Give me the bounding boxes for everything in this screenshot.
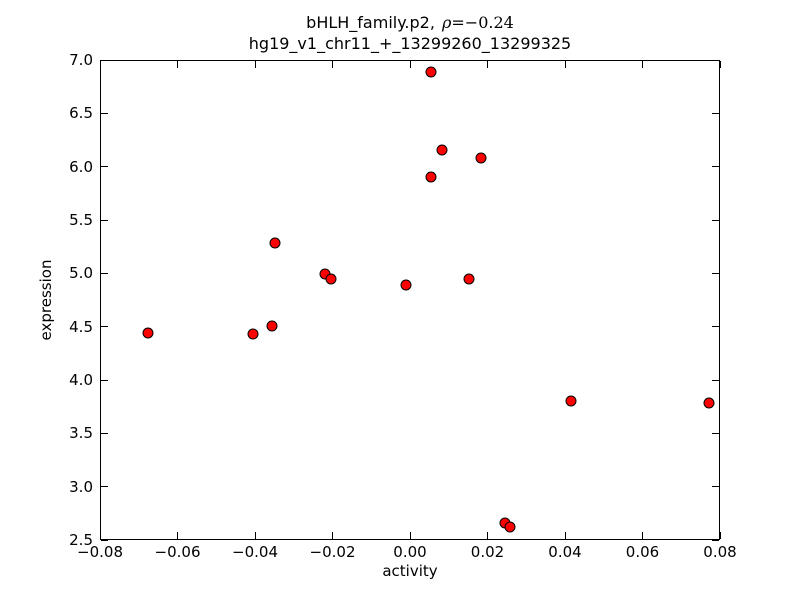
data-point [436,144,448,156]
y-tick-left [101,539,108,541]
y-tick-left [101,486,108,488]
data-point [504,521,516,533]
y-tick-left [101,112,108,114]
chart-title-line1: bHLH_family.p2, ρ=−0.24 [100,12,720,33]
data-point [565,395,577,407]
y-tick-label: 3.0 [69,477,93,496]
data-point [425,66,437,78]
x-tick-top [642,61,643,68]
x-tick-bottom [564,532,566,539]
x-tick-top [719,61,721,68]
x-tick-bottom [332,532,333,539]
data-point [400,279,412,291]
y-tick-right [712,112,719,114]
x-tick-bottom [487,532,488,539]
y-tick-left [101,59,108,61]
x-tick-bottom [177,532,178,539]
y-tick-label: 5.5 [69,211,93,229]
y-tick-label: 6.5 [69,104,93,123]
x-tick-label: 0.04 [548,543,582,561]
y-tick-label: 7.0 [69,51,93,69]
chart-title-line2: hg19_v1_chr11_+_13299260_13299325 [248,34,572,53]
data-point [266,320,278,332]
x-tick-top [487,61,488,68]
x-tick-bottom [409,532,411,539]
x-tick-bottom [99,532,101,539]
x-tick-label: −0.06 [154,543,201,561]
x-tick-top [409,61,411,68]
y-tick-right [712,539,719,541]
data-point [247,328,259,340]
y-tick-label: 4.5 [69,317,93,336]
y-tick-label: 5.0 [69,264,93,283]
y-tick-label: 4.0 [69,371,93,389]
x-tick-top [254,61,256,68]
y-tick-left [101,379,108,381]
y-tick-left [101,432,108,434]
x-tick-label: 0.06 [625,543,660,561]
data-point [475,152,487,164]
y-tick-label: 6.0 [69,157,93,176]
rho-value: =−0.24 [451,13,514,32]
x-tick-label: 0.08 [703,543,737,561]
y-tick-right [712,379,719,381]
x-tick-label: −0.02 [309,543,356,561]
x-tick-label: 0.00 [393,543,427,561]
y-tick-right [712,272,719,274]
y-tick-right [712,486,719,488]
x-tick-top [332,61,333,68]
x-tick-top [564,61,566,68]
y-tick-right [712,59,719,61]
x-tick-bottom [254,532,256,539]
x-tick-bottom [719,532,721,539]
x-tick-top [177,61,178,68]
y-tick-right [712,432,719,434]
y-tick-label: 2.5 [69,531,93,549]
data-point [325,273,337,285]
data-point [703,397,715,409]
plot-area [100,60,720,540]
y-tick-right [712,219,719,221]
data-point [463,273,475,285]
x-tick-bottom [642,532,643,539]
x-tick-label: −0.04 [232,543,278,561]
data-point [425,171,437,183]
y-tick-label: 3.5 [69,424,93,443]
data-point [269,237,281,249]
title-dataset-text: bHLH_family.p2, [306,13,440,32]
y-tick-left [101,166,108,168]
y-tick-left [101,326,108,328]
y-tick-left [101,272,108,274]
data-point [142,327,154,339]
y-tick-right [712,326,719,328]
chart-title: bHLH_family.p2, ρ=−0.24 hg19_v1_chr11_+_… [100,12,720,54]
x-tick-top [99,61,101,68]
x-tick-label: −0.08 [77,543,123,561]
y-tick-left [101,219,108,221]
y-tick-right [712,166,719,168]
x-tick-label: 0.02 [470,543,505,561]
x-axis-label: activity [382,562,438,580]
rho-symbol: ρ [441,13,452,32]
